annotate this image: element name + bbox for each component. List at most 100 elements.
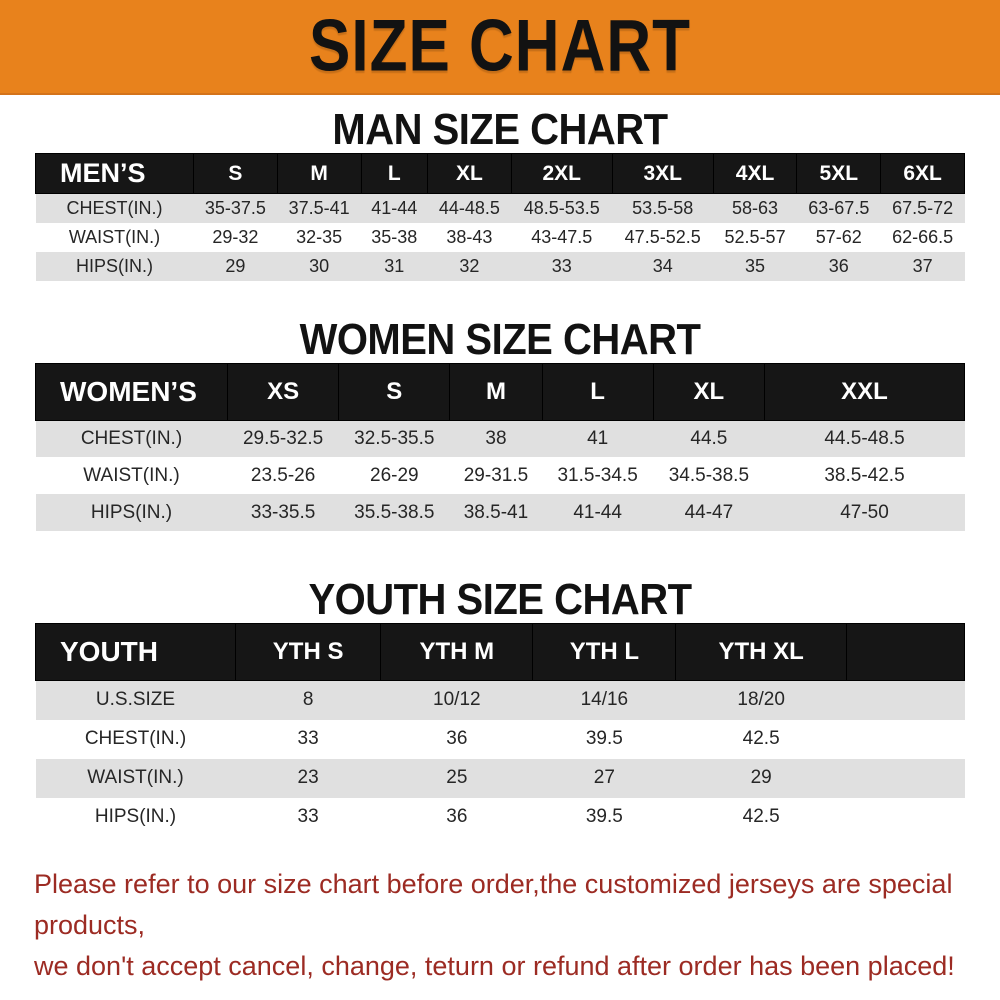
size-value-cell: 29-32 bbox=[212, 226, 259, 247]
size-column-header: XXL bbox=[764, 362, 965, 421]
size-value-cell: 44.5 bbox=[653, 420, 765, 457]
size-column-header: S bbox=[338, 362, 451, 421]
size-value-cell: 31.5-34.5 bbox=[557, 464, 638, 486]
size-value-cell: 41-44 bbox=[361, 193, 428, 223]
size-value-cell: 39.5 bbox=[585, 806, 623, 827]
size-value-cell: 29 bbox=[193, 251, 278, 281]
size-column-header: 5XL bbox=[796, 153, 882, 194]
size-value-cell: 27 bbox=[532, 758, 676, 798]
size-value-cell: 35.5-38.5 bbox=[338, 494, 450, 531]
size-value-cell: 47-50 bbox=[764, 494, 965, 531]
size-value-cell: 34 bbox=[612, 251, 714, 281]
size-value-cell: 36 bbox=[796, 251, 881, 281]
table-header-row: WOMEN’S XS S M L XL XXL bbox=[35, 362, 965, 421]
row-label: WAIST(IN.) bbox=[35, 758, 236, 798]
row-label: WAIST(IN.) bbox=[68, 226, 161, 247]
women-size-table: WOMEN’S XS S M L XL XXL CHEST(IN.) 29.5-32.5 32.5… bbox=[35, 362, 965, 531]
row-label: HIPS(IN.) bbox=[94, 806, 177, 827]
size-value-cell: 33 bbox=[297, 806, 319, 827]
size-value-cell: 37 bbox=[880, 251, 965, 281]
size-value-cell: 52.5-57 bbox=[724, 226, 786, 247]
size-column-header: L bbox=[541, 362, 654, 421]
disclaimer-line-1: Please refer to our size chart before or… bbox=[34, 868, 953, 940]
size-value-cell: 42.5 bbox=[742, 728, 780, 749]
size-column-header: XL bbox=[652, 362, 766, 421]
size-value-cell: 62-66.5 bbox=[892, 226, 954, 247]
size-value-cell: 25 bbox=[380, 758, 533, 798]
row-filler bbox=[847, 720, 965, 759]
size-value-cell: 53.5-58 bbox=[612, 193, 714, 223]
size-value-cell: 33-35.5 bbox=[227, 494, 339, 531]
size-value-cell: 41 bbox=[542, 420, 654, 457]
row-label: HIPS(IN.) bbox=[35, 494, 228, 531]
section-women: WOMEN SIZE CHART WOMEN’S XS S M L XL XXL CHEST(… bbox=[0, 316, 1000, 531]
size-value-cell: 26-29 bbox=[370, 464, 419, 486]
row-filler bbox=[847, 798, 965, 837]
size-value-cell: 38 bbox=[449, 420, 543, 457]
size-column-header: M bbox=[276, 153, 362, 194]
size-column-header: YTH M bbox=[380, 623, 534, 681]
row-label: HIPS(IN.) bbox=[35, 251, 194, 281]
size-column-header: L bbox=[360, 153, 429, 194]
disclaimer: Please refer to our size chart before or… bbox=[34, 864, 1000, 987]
size-value-cell: 35-37.5 bbox=[193, 193, 278, 223]
size-value-cell: 57-62 bbox=[815, 226, 862, 247]
size-value-cell: 18/20 bbox=[675, 680, 847, 720]
size-value-cell: 29.5-32.5 bbox=[227, 420, 339, 457]
banner-title: SIZE CHART bbox=[309, 5, 691, 88]
table-header-row: YOUTH YTH S YTH M YTH L YTH XL bbox=[35, 623, 965, 681]
size-value-cell: 44.5-48.5 bbox=[764, 420, 965, 457]
size-value-cell: 29 bbox=[675, 758, 847, 798]
size-column-header: M bbox=[449, 362, 543, 421]
size-value-cell: 31 bbox=[361, 251, 428, 281]
size-value-cell: 33 bbox=[297, 728, 319, 749]
size-value-cell: 58-63 bbox=[713, 193, 797, 223]
size-value-cell: 37.5-41 bbox=[277, 193, 361, 223]
men-section-heading-text: MAN SIZE CHART bbox=[332, 106, 668, 154]
measurement-row: HIPS(IN.) 33-35.5 35.5-38.5 38.5-41 41-44 44-… bbox=[35, 494, 965, 531]
size-value-cell: 39.5 bbox=[585, 728, 623, 749]
size-column-header: XL bbox=[427, 153, 512, 194]
size-column-header: XS bbox=[226, 362, 340, 421]
measurement-row: CHEST(IN.) 29.5-32.5 32.5-35.5 38 41 44.5 44.5… bbox=[35, 420, 965, 457]
size-column-header: 2XL bbox=[510, 153, 613, 194]
size-value-cell: 67.5-72 bbox=[880, 193, 965, 223]
men-section-heading: MAN SIZE CHART bbox=[0, 106, 1000, 154]
youth-section-heading: YOUTH SIZE CHART bbox=[0, 576, 1000, 624]
table-group-label: MEN’S bbox=[35, 153, 194, 194]
size-column-header: YTH S bbox=[234, 623, 382, 681]
row-label: CHEST(IN.) bbox=[84, 728, 187, 749]
row-label: CHEST(IN.) bbox=[35, 193, 194, 223]
women-section-heading: WOMEN SIZE CHART bbox=[0, 316, 1000, 364]
table-group-label: YOUTH bbox=[35, 623, 236, 681]
disclaimer-line-2: we don't accept cancel, change, teturn o… bbox=[34, 950, 955, 981]
header-filler bbox=[846, 623, 965, 681]
size-value-cell: 36 bbox=[446, 806, 468, 827]
size-value-cell: 63-67.5 bbox=[796, 193, 881, 223]
size-value-cell: 8 bbox=[235, 680, 381, 720]
size-value-cell: 10/12 bbox=[380, 680, 533, 720]
measurement-row: CHEST(IN.) 35-37.5 37.5-41 41-44 44-48.5 48.5… bbox=[35, 193, 965, 223]
measurement-row: WAIST(IN.) 29-32 32-35 35-38 38-43 43-47.5 47.… bbox=[36, 223, 965, 252]
row-filler bbox=[846, 758, 965, 798]
size-value-cell: 41-44 bbox=[542, 494, 654, 531]
size-column-header: YTH XL bbox=[675, 623, 847, 681]
size-value-cell: 23.5-26 bbox=[250, 464, 316, 486]
row-label: CHEST(IN.) bbox=[35, 420, 228, 457]
section-men: MAN SIZE CHART MEN’S S M L XL 2XL 3XL 4XL 5XL 6XL… bbox=[0, 106, 1000, 281]
measurement-row: HIPS(IN.) 29 30 31 32 33 34 35 36 37 bbox=[35, 251, 965, 281]
size-value-cell: 32-35 bbox=[296, 226, 343, 247]
size-value-cell: 23 bbox=[235, 758, 381, 798]
measurement-row: CHEST(IN.) 33 36 39.5 42.5 bbox=[36, 720, 965, 759]
size-column-header: YTH L bbox=[532, 623, 677, 681]
banner: SIZE CHART bbox=[0, 0, 1000, 95]
row-label: U.S.SIZE bbox=[35, 680, 236, 720]
size-value-cell: 44-48.5 bbox=[427, 193, 512, 223]
youth-section-heading-text: YOUTH SIZE CHART bbox=[308, 576, 692, 624]
size-value-cell: 32 bbox=[427, 251, 512, 281]
size-value-cell: 36 bbox=[446, 728, 468, 749]
size-column-header: 6XL bbox=[880, 153, 965, 194]
measurement-row: WAIST(IN.) 23.5-26 26-29 29-31.5 31.5-34.5 34… bbox=[36, 457, 965, 494]
size-value-cell: 42.5 bbox=[742, 806, 780, 827]
size-column-header: S bbox=[193, 153, 278, 194]
